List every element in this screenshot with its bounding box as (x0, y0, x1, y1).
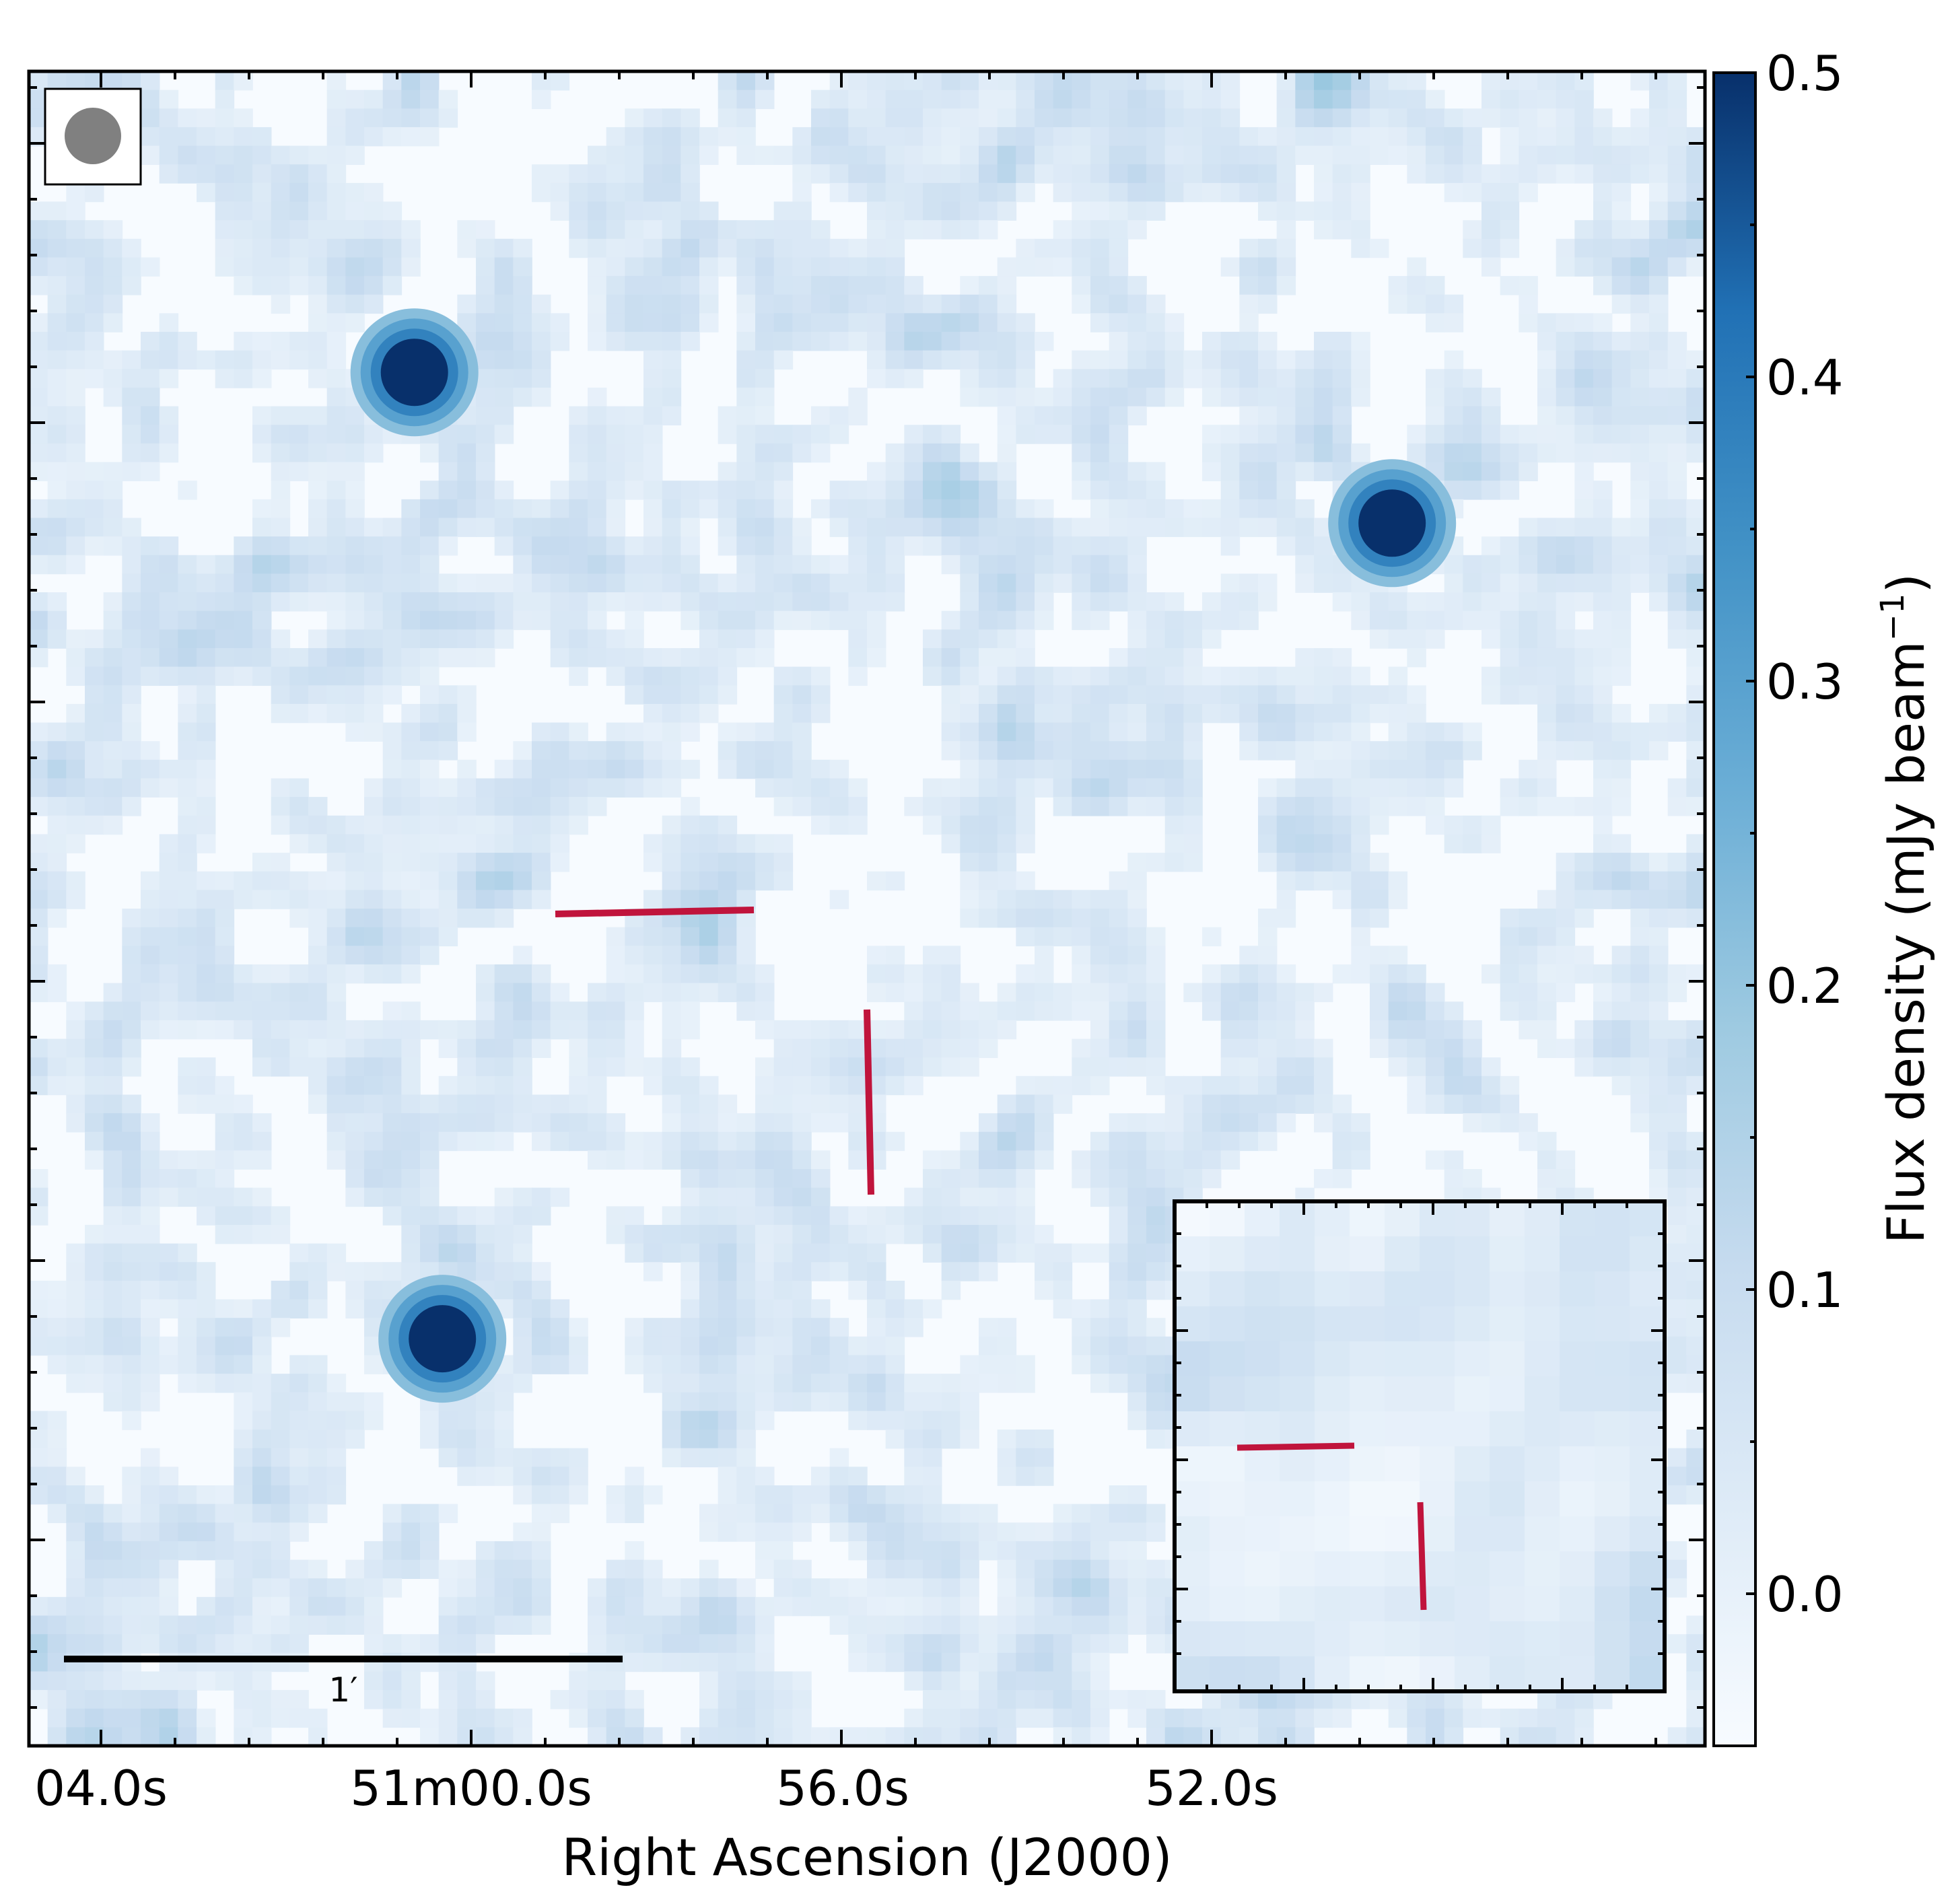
x-tick-label: 04.0s (34, 1760, 168, 1817)
x-tick-labels: 04.0s 51m00.0s 56.0s 52.0s (34, 1760, 1278, 1817)
colorbar-tick-label: 0.4 (1766, 349, 1844, 406)
x-tick-label: 52.0s (1145, 1760, 1278, 1817)
crosshair-horizontal (555, 907, 755, 917)
x-tick-label: 56.0s (776, 1760, 909, 1817)
crosshair-marker (555, 907, 874, 1195)
x-tick-label: 51m00.0s (350, 1760, 592, 1817)
scale-bar-label: 1′ (328, 1670, 357, 1709)
beam-ellipse (65, 108, 121, 164)
colorbar: 0.0 0.1 0.2 0.3 0.4 0.5 Flux density (mJy bea… (1712, 45, 1936, 1747)
inset-crosshair-horizontal (1236, 1442, 1355, 1451)
source-lower-left (378, 1275, 507, 1403)
main-image (29, 71, 1705, 1746)
colorbar-tick-label: 0.0 (1766, 1566, 1844, 1623)
colorbar-tick-label: 0.2 (1766, 958, 1844, 1014)
scale-bar: 1′ (64, 1656, 623, 1709)
colorbar-label-suffix: ) (1876, 573, 1936, 594)
source-upper-left (350, 308, 479, 437)
beam-indicator (44, 87, 142, 186)
axis-ticks (29, 71, 1705, 1746)
x-axis-label: Right Ascension (J2000) (561, 1827, 1172, 1887)
main-axes-frame (27, 69, 1707, 1748)
colorbar-label: Flux density (mJy beam−1) (1874, 573, 1936, 1244)
colorbar-tick-label: 0.5 (1766, 45, 1844, 102)
bright-source-center-right (1328, 459, 1457, 588)
crosshair-vertical (864, 1009, 874, 1195)
inset-panel (1173, 1199, 1667, 1693)
inset-crosshair-vertical (1417, 1502, 1427, 1611)
colorbar-label-exponent: −1 (1874, 594, 1912, 641)
point-sources (350, 308, 1457, 1403)
colorbar-tick-label: 0.1 (1766, 1262, 1844, 1318)
colorbar-tick-label: 0.3 (1766, 654, 1844, 710)
